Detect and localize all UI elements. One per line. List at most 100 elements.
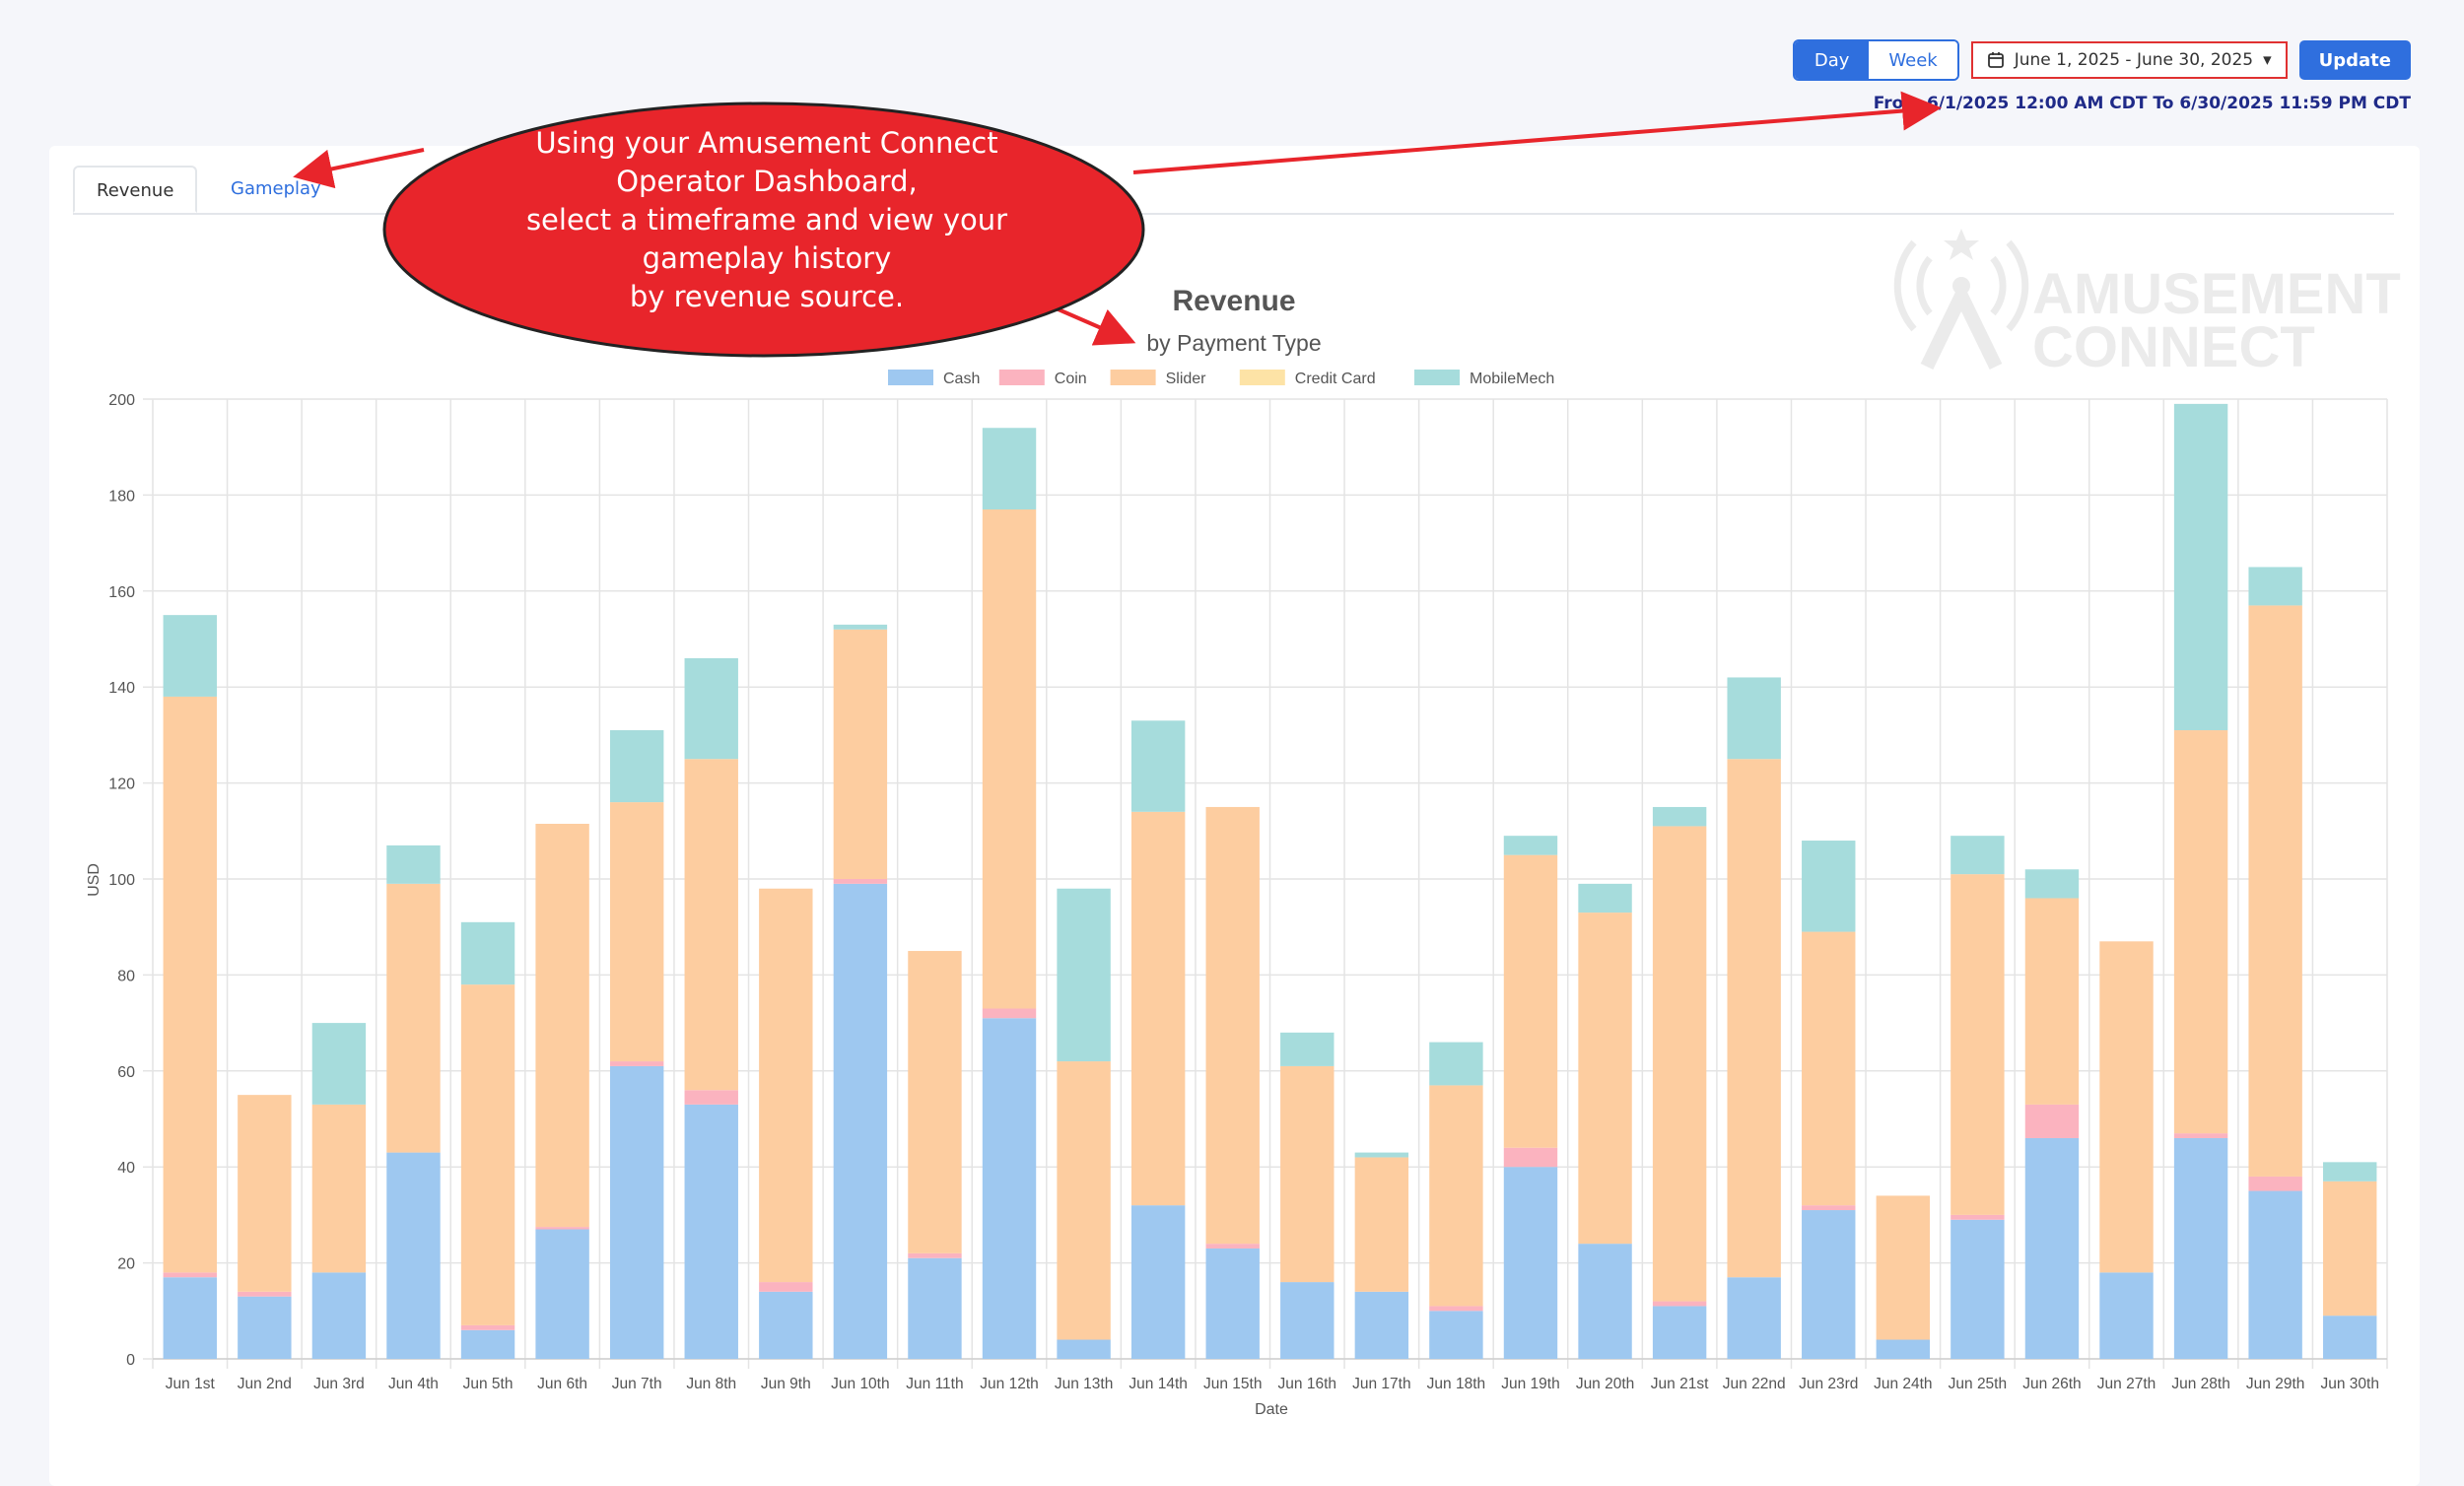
bar-segment-mobilemech[interactable] — [2323, 1162, 2377, 1182]
bar-segment-slider[interactable] — [311, 1104, 367, 1273]
bar-segment-mobilemech[interactable] — [1802, 841, 1856, 932]
bar-segment-mobilemech[interactable] — [386, 844, 441, 884]
bar-segment-slider[interactable] — [759, 888, 813, 1283]
bar-segment-cash[interactable] — [833, 883, 888, 1359]
bar-segment-cash[interactable] — [2173, 1137, 2228, 1359]
bar-segment-slider[interactable] — [609, 802, 664, 1062]
bar-segment-cash[interactable] — [2323, 1316, 2377, 1359]
bar-segment-cash[interactable] — [1130, 1205, 1186, 1359]
bar-segment-slider[interactable] — [1951, 874, 2005, 1215]
bar-segment-cash[interactable] — [759, 1291, 813, 1359]
bar-segment-cash[interactable] — [1503, 1167, 1558, 1359]
bar-segment-mobilemech[interactable] — [163, 615, 217, 697]
bar-segment-coin[interactable] — [1802, 1205, 1856, 1211]
bar-segment-coin[interactable] — [238, 1291, 292, 1297]
bar-segment-mobilemech[interactable] — [1652, 806, 1707, 827]
bar-segment-cash[interactable] — [1951, 1219, 2005, 1359]
bar-segment-coin[interactable] — [2173, 1133, 2228, 1138]
bar-segment-coin[interactable] — [1652, 1301, 1707, 1307]
bar-segment-cash[interactable] — [982, 1018, 1037, 1359]
bar-segment-cash[interactable] — [460, 1329, 515, 1359]
bar-segment-cash[interactable] — [1057, 1339, 1111, 1359]
bar-segment-slider[interactable] — [535, 823, 589, 1228]
bar-segment-slider[interactable] — [1578, 912, 1632, 1245]
legend-item[interactable]: MobileMech — [1470, 371, 1554, 387]
bar-segment-slider[interactable] — [460, 984, 515, 1325]
bar-segment-coin[interactable] — [982, 1008, 1037, 1019]
bar-segment-coin[interactable] — [535, 1227, 589, 1230]
bar-segment-cash[interactable] — [1652, 1306, 1707, 1359]
bar-segment-slider[interactable] — [1652, 826, 1707, 1302]
bar-segment-coin[interactable] — [908, 1252, 962, 1258]
bar-segment-slider[interactable] — [2099, 941, 2154, 1273]
bar-segment-mobilemech[interactable] — [2248, 567, 2302, 606]
bar-segment-mobilemech[interactable] — [2173, 403, 2228, 731]
legend-item[interactable]: Coin — [1055, 371, 1087, 387]
bar-segment-slider[interactable] — [1727, 759, 1781, 1278]
bar-segment-mobilemech[interactable] — [609, 730, 664, 803]
bar-segment-cash[interactable] — [535, 1229, 589, 1359]
bar-segment-slider[interactable] — [1280, 1065, 1335, 1283]
legend-item[interactable]: Slider — [1166, 371, 1207, 387]
bar-segment-cash[interactable] — [238, 1296, 292, 1359]
bar-segment-mobilemech[interactable] — [1354, 1152, 1409, 1158]
bar-segment-coin[interactable] — [833, 879, 888, 884]
bar-segment-mobilemech[interactable] — [982, 428, 1037, 510]
bar-segment-cash[interactable] — [684, 1104, 738, 1359]
bar-segment-slider[interactable] — [2323, 1181, 2377, 1317]
bar-segment-coin[interactable] — [1429, 1306, 1483, 1312]
bar-segment-slider[interactable] — [386, 883, 441, 1153]
bar-segment-slider[interactable] — [2024, 898, 2080, 1105]
bar-segment-slider[interactable] — [833, 629, 888, 879]
legend-item[interactable]: Credit Card — [1295, 371, 1376, 387]
bar-segment-coin[interactable] — [684, 1090, 738, 1105]
bar-segment-mobilemech[interactable] — [1057, 888, 1111, 1062]
bar-segment-slider[interactable] — [982, 509, 1037, 1009]
bar-segment-cash[interactable] — [2099, 1272, 2154, 1359]
week-button[interactable]: Week — [1869, 41, 1957, 79]
bar-segment-mobilemech[interactable] — [1130, 720, 1186, 812]
bar-segment-cash[interactable] — [1802, 1210, 1856, 1359]
bar-segment-slider[interactable] — [1354, 1157, 1409, 1292]
bar-segment-coin[interactable] — [2024, 1104, 2080, 1138]
bar-segment-cash[interactable] — [1205, 1248, 1260, 1359]
bar-segment-slider[interactable] — [684, 759, 738, 1091]
bar-segment-cash[interactable] — [1727, 1277, 1781, 1359]
bar-segment-slider[interactable] — [1057, 1061, 1111, 1340]
bar-segment-slider[interactable] — [163, 696, 217, 1273]
bar-segment-slider[interactable] — [1802, 931, 1856, 1206]
bar-segment-cash[interactable] — [311, 1272, 367, 1359]
bar-segment-coin[interactable] — [759, 1282, 813, 1292]
bar-segment-coin[interactable] — [2248, 1176, 2302, 1191]
bar-segment-coin[interactable] — [1205, 1244, 1260, 1249]
bar-segment-mobilemech[interactable] — [2024, 869, 2080, 899]
bar-segment-slider[interactable] — [1130, 811, 1186, 1206]
bar-segment-cash[interactable] — [163, 1277, 217, 1359]
bar-segment-cash[interactable] — [386, 1152, 441, 1359]
bar-segment-mobilemech[interactable] — [311, 1023, 367, 1105]
day-button[interactable]: Day — [1794, 41, 1870, 79]
date-range-picker[interactable]: June 1, 2025 - June 30, 2025 ▾ — [1970, 41, 2288, 79]
bar-segment-cash[interactable] — [1354, 1291, 1409, 1359]
bar-segment-slider[interactable] — [238, 1095, 292, 1292]
bar-segment-slider[interactable] — [1876, 1195, 1931, 1340]
legend-item[interactable]: Cash — [943, 371, 980, 387]
bar-segment-slider[interactable] — [908, 951, 962, 1253]
bar-segment-mobilemech[interactable] — [1280, 1032, 1335, 1066]
bar-segment-slider[interactable] — [2248, 605, 2302, 1177]
bar-segment-slider[interactable] — [2173, 730, 2228, 1134]
bar-segment-coin[interactable] — [609, 1061, 664, 1066]
tab-revenue[interactable]: Revenue — [73, 166, 198, 213]
bar-segment-cash[interactable] — [908, 1257, 962, 1359]
bar-segment-slider[interactable] — [1205, 806, 1260, 1245]
bar-segment-coin[interactable] — [163, 1272, 217, 1278]
update-button[interactable]: Update — [2298, 40, 2411, 80]
bar-segment-mobilemech[interactable] — [833, 624, 888, 630]
bar-segment-mobilemech[interactable] — [1429, 1042, 1483, 1086]
bar-segment-cash[interactable] — [609, 1065, 664, 1359]
bar-segment-mobilemech[interactable] — [1951, 836, 2005, 875]
bar-segment-cash[interactable] — [1578, 1244, 1632, 1359]
bar-segment-coin[interactable] — [460, 1324, 515, 1330]
bar-segment-coin[interactable] — [1951, 1214, 2005, 1220]
bar-segment-cash[interactable] — [1280, 1282, 1335, 1359]
